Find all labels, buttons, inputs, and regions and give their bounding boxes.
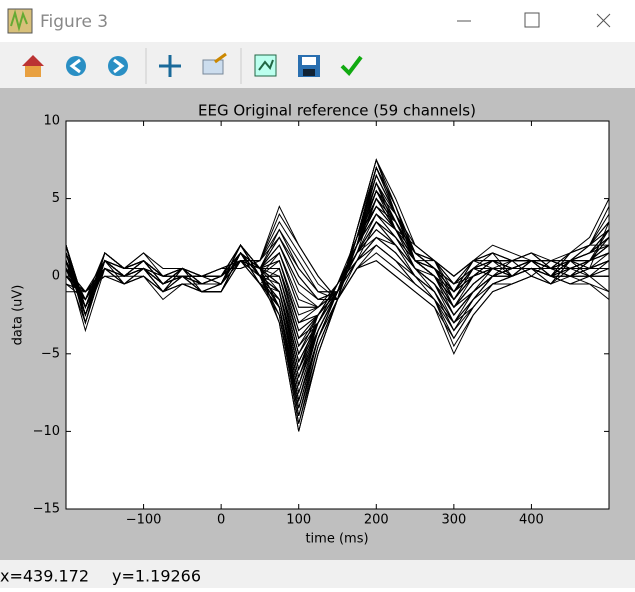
y-tick-label: 10: [43, 114, 60, 129]
status-bar: [0, 560, 635, 588]
edit-button[interactable]: [340, 55, 363, 77]
close-button[interactable]: [596, 13, 611, 28]
x-tick-label: 300: [441, 513, 466, 528]
zoom-button[interactable]: [202, 52, 227, 75]
y-tick-label: −5: [41, 346, 60, 361]
x-tick-label: 100: [286, 513, 311, 528]
pan-button[interactable]: [159, 55, 181, 77]
back-button[interactable]: [66, 56, 86, 76]
x-tick-label: 200: [364, 513, 389, 528]
y-tick-label: −10: [33, 424, 60, 439]
channel-line: [65, 189, 610, 371]
channel-line: [65, 173, 610, 403]
maximize-button[interactable]: [524, 12, 540, 28]
plot: [65, 158, 610, 432]
y-tick-label: 5: [52, 191, 60, 206]
y-tick-label: −15: [33, 502, 60, 517]
title-bar: [0, 0, 635, 42]
app-icon: [7, 8, 33, 34]
x-tick-label: 0: [217, 513, 225, 528]
x-axis-label: time (ms): [305, 532, 368, 547]
status-y: y=1.19266: [112, 567, 201, 586]
y-tick-label: 0: [52, 269, 60, 284]
home-button[interactable]: [22, 55, 44, 77]
save-button[interactable]: [298, 55, 320, 77]
status-x: x=439.172: [0, 567, 89, 586]
chart-title: EEG Original reference (59 channels): [198, 102, 476, 120]
window-title: Figure 3: [40, 12, 108, 32]
plot-area: [65, 120, 610, 510]
y-axis-label: data (uV): [11, 285, 26, 346]
forward-button[interactable]: [108, 56, 128, 76]
x-tick-label: 400: [519, 513, 544, 528]
subplots-button[interactable]: [254, 54, 277, 77]
x-tick-label: −100: [126, 513, 162, 528]
